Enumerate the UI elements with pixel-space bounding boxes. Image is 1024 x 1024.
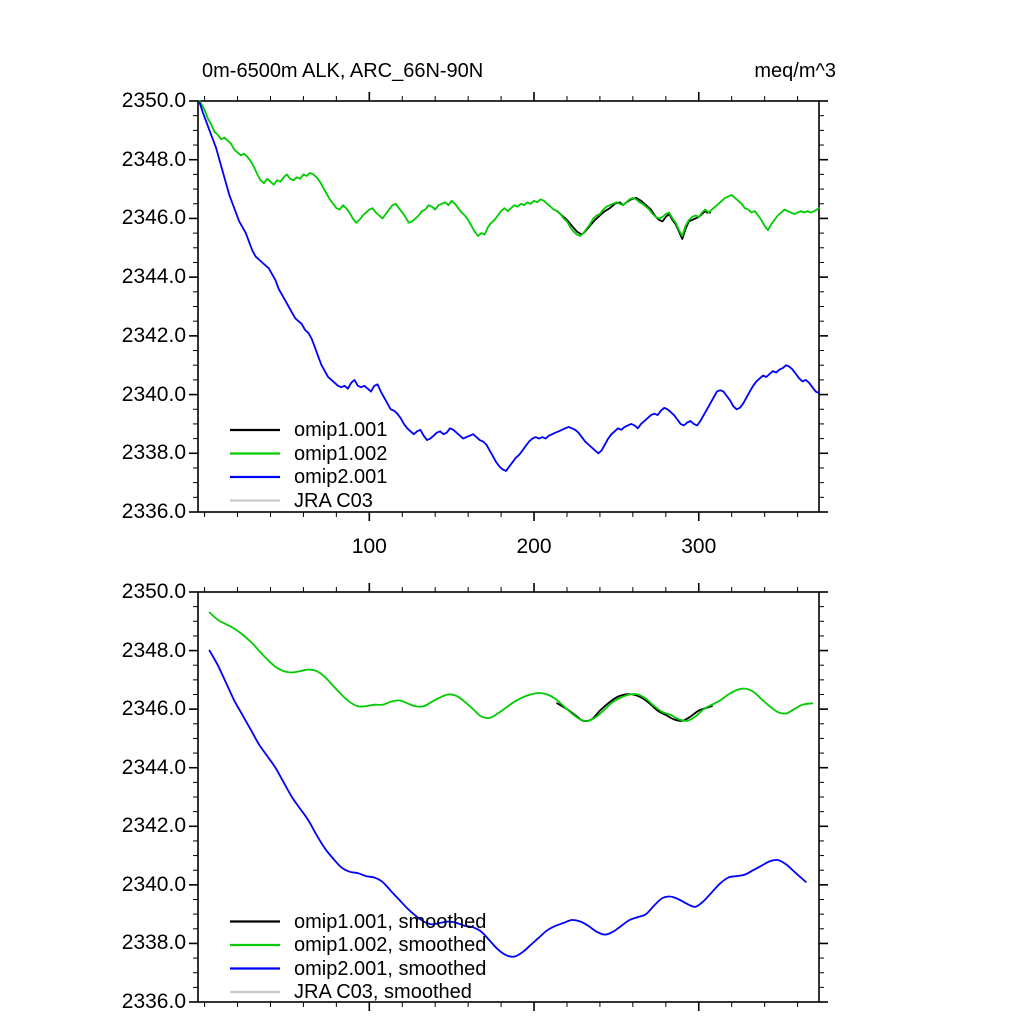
legend-label: omip1.002, smoothed [294,934,487,956]
x-tick-label: 300 [681,535,717,558]
series-line-omip1-002-smoothed [208,611,814,722]
panel-bottom [189,583,828,1011]
y-tick-label: 2340.0 [121,382,186,406]
plot-frame [197,100,820,513]
units-label: meq/m^3 [754,60,836,82]
series-line-omip1-001 [556,197,712,240]
y-tick-label: 2342.0 [121,323,186,347]
y-tick-label: 2344.0 [121,755,186,779]
y-tick-label: 2348.0 [121,147,186,171]
series-line-omip1-001-smoothed [556,693,713,722]
y-tick-label: 2350.0 [121,580,186,603]
y-tick-label: 2338.0 [121,931,186,955]
panel-top [189,92,828,521]
series-line-omip1-002 [198,100,820,237]
x-tick-label: 200 [516,535,552,558]
x-tick-label: 100 [351,535,387,558]
plot-title: 0m-6500m ALK, ARC_66N-90N [202,60,484,82]
y-tick-label: 2336.0 [121,990,186,1013]
legend-label: omip1.002 [294,442,388,465]
legend-label: JRA C03, smoothed [294,981,472,1003]
y-tick-label: 2336.0 [121,500,186,523]
legend-label: omip1.001 [294,419,388,441]
legend-label: JRA C03 [294,489,373,512]
legend-label: omip1.001, smoothed [294,910,487,933]
y-tick-label: 2348.0 [121,638,186,662]
y-tick-label: 2342.0 [121,814,186,838]
legend-label: omip2.001 [294,466,388,488]
y-tick-label: 2338.0 [121,441,186,465]
legend-label: omip2.001, smoothed [294,957,487,980]
y-tick-label: 2346.0 [121,206,186,230]
y-tick-label: 2340.0 [121,872,186,896]
series-line-omip2-001 [198,101,820,472]
y-tick-label: 2344.0 [121,265,186,289]
y-tick-label: 2350.0 [121,89,186,112]
y-tick-label: 2346.0 [121,697,186,721]
series-line-omip2-001-smoothed [208,649,807,958]
